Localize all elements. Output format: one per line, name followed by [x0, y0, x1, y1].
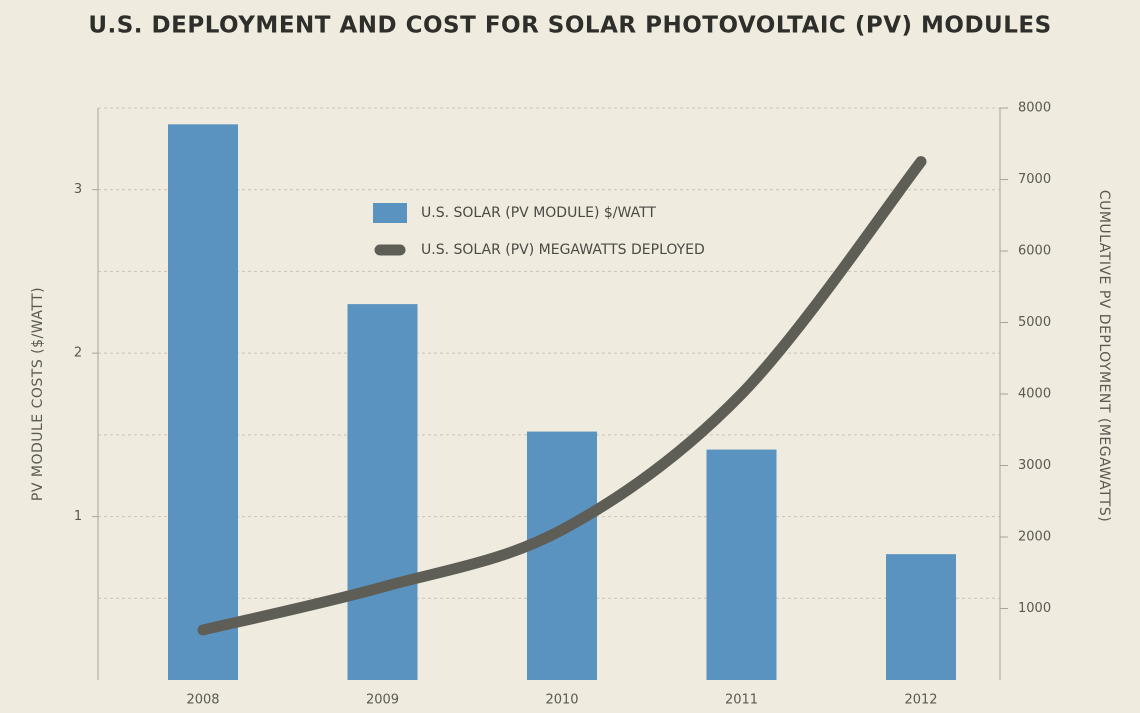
bar [706, 449, 777, 680]
x-tick-label: 2009 [366, 693, 399, 708]
x-tick-label: 2012 [904, 693, 937, 708]
y2-tick-label: 5000 [1018, 315, 1051, 330]
y-tick-label: 2 [74, 346, 82, 361]
y2-tick-label: 2000 [1018, 530, 1051, 545]
bar [168, 124, 238, 681]
legend-swatch [373, 203, 407, 223]
y-axis-title: PV MODULE COSTS ($/WATT) [30, 287, 46, 501]
y2-tick-label: 4000 [1018, 387, 1051, 402]
y2-tick-label: 8000 [1018, 101, 1051, 116]
bar [347, 304, 418, 680]
legend-label: U.S. SOLAR (PV MODULE) $/WATT [421, 205, 656, 221]
y2-tick-label: 6000 [1018, 244, 1051, 259]
y2-axis-title: CUMULATIVE PV DEPLOYMENT (MEGAWATTS) [1096, 190, 1112, 522]
x-tick-label: 2008 [186, 693, 219, 708]
y2-tick-label: 7000 [1018, 172, 1051, 187]
y2-tick-label: 3000 [1018, 458, 1051, 473]
x-tick-label: 2011 [725, 693, 758, 708]
y-tick-label: 1 [74, 509, 82, 524]
y-tick-label: 3 [74, 182, 82, 197]
x-tick-label: 2010 [545, 693, 578, 708]
bar [886, 554, 956, 680]
y2-tick-label: 1000 [1018, 601, 1051, 616]
chart-title: U.S. DEPLOYMENT AND COST FOR SOLAR PHOTO… [88, 13, 1051, 39]
line [197, 156, 927, 636]
legend-label: U.S. SOLAR (PV) MEGAWATTS DEPLOYED [421, 242, 705, 258]
bar [527, 431, 597, 680]
